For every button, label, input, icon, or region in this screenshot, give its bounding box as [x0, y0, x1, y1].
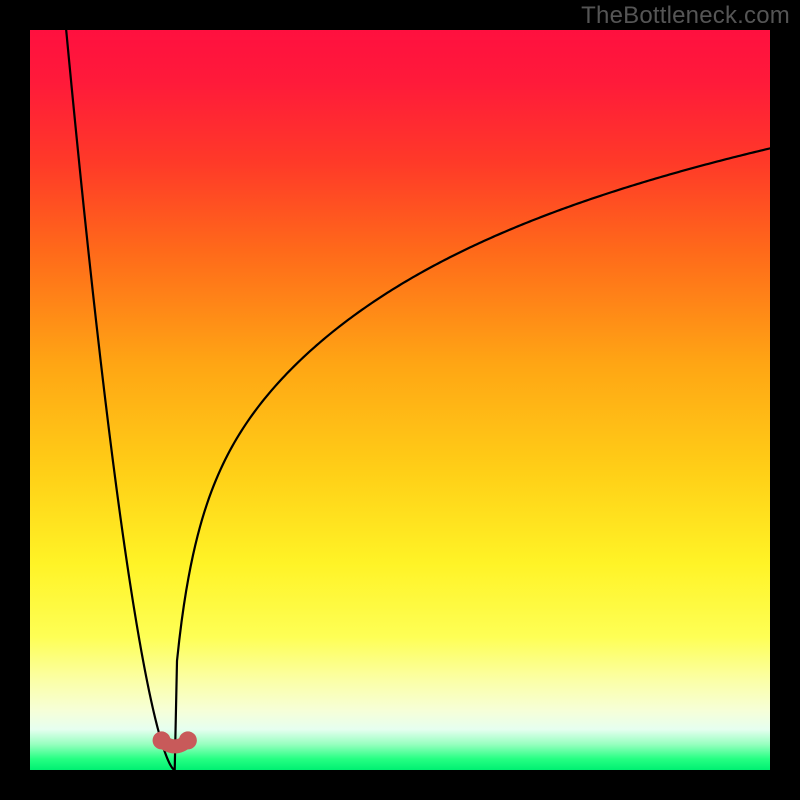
- plot-background: [30, 30, 770, 770]
- chart-svg: [0, 0, 800, 800]
- chart-container: TheBottleneck.com: [0, 0, 800, 800]
- marker-point-1: [179, 731, 197, 749]
- marker-point-0: [153, 731, 171, 749]
